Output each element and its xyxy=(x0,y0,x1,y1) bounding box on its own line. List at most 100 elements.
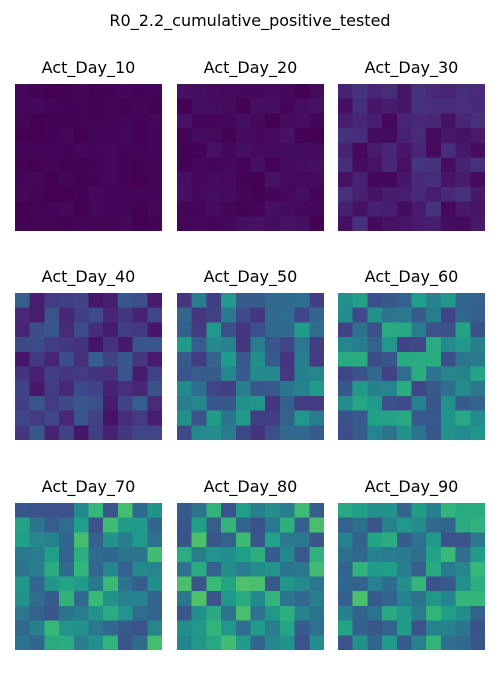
heatmap-cell xyxy=(411,635,427,650)
heatmap-cell xyxy=(147,216,162,231)
heatmap-cell xyxy=(470,293,485,309)
heatmap-cell xyxy=(88,157,104,173)
heatmap-cell xyxy=(44,216,60,231)
heatmap-cell xyxy=(191,84,207,100)
heatmap-cell xyxy=(309,635,324,650)
heatmap-cell xyxy=(235,517,251,533)
heatmap-cell xyxy=(29,395,45,412)
heatmap-cell xyxy=(59,532,75,548)
heatmap-cell xyxy=(132,293,148,309)
heatmap-cell xyxy=(411,307,427,323)
heatmap-cell xyxy=(411,128,427,144)
heatmap-cell xyxy=(411,547,427,563)
heatmap-cell xyxy=(382,547,398,563)
heatmap-cell xyxy=(221,425,237,440)
heatmap-cell xyxy=(15,293,31,309)
heatmap-cell xyxy=(455,561,471,577)
heatmap-cell xyxy=(103,307,119,323)
heatmap-cell xyxy=(440,425,457,440)
heatmap-cell xyxy=(470,620,485,636)
heatmap-cell xyxy=(352,128,368,144)
heatmap-cell xyxy=(470,517,485,533)
heatmap-cell xyxy=(73,576,89,592)
heatmap-cell xyxy=(235,576,251,592)
heatmap-cell xyxy=(352,337,368,353)
heatmap-cell xyxy=(88,425,104,440)
heatmap-cell xyxy=(367,351,383,367)
heatmap-cell xyxy=(309,113,324,129)
heatmap-cell xyxy=(250,157,266,173)
heatmap-cell xyxy=(250,591,266,607)
heatmap-cell xyxy=(250,186,266,203)
figure-title: R0_2.2_cumulative_positive_tested xyxy=(109,11,391,30)
heatmap-cell xyxy=(440,366,457,382)
heatmap-cell xyxy=(59,113,75,129)
heatmap-cell xyxy=(132,561,148,577)
heatmap-cell xyxy=(59,201,75,217)
heatmap-cell xyxy=(177,576,193,592)
heatmap-cell xyxy=(426,201,442,217)
heatmap-cell xyxy=(44,547,60,563)
heatmap-cell xyxy=(103,591,119,607)
heatmap-cell xyxy=(44,366,60,382)
heatmap-cell xyxy=(132,337,148,353)
heatmap-cell xyxy=(73,591,89,607)
heatmap-cell xyxy=(29,605,45,622)
heatmap-cell xyxy=(426,216,442,231)
heatmap-cell xyxy=(411,395,427,412)
heatmap-cell xyxy=(470,547,485,563)
heatmap-cell xyxy=(103,576,119,592)
heatmap-cell xyxy=(250,547,266,563)
heatmap-cell xyxy=(147,186,162,203)
heatmap-cell xyxy=(235,503,251,519)
heatmap-cell xyxy=(191,201,207,217)
heatmap-cell xyxy=(15,337,31,353)
heatmap-cell xyxy=(59,322,75,338)
heatmap-cell xyxy=(29,157,45,173)
heatmap-cell xyxy=(88,395,104,412)
heatmap-cell xyxy=(352,591,368,607)
heatmap-cell xyxy=(455,307,471,323)
heatmap-cell xyxy=(396,307,412,323)
heatmap-cell xyxy=(294,98,310,114)
heatmap-cell xyxy=(235,561,251,577)
heatmap-cell xyxy=(73,410,89,426)
heatmap-cell xyxy=(206,307,222,323)
heatmap-cell xyxy=(117,381,134,397)
heatmap-cell xyxy=(88,307,104,323)
heatmap-cell xyxy=(352,307,368,323)
heatmap-cell xyxy=(294,186,310,203)
heatmap-cell xyxy=(103,172,119,188)
heatmap-cell xyxy=(470,395,485,412)
heatmap-cell xyxy=(59,172,75,188)
heatmap-cell xyxy=(367,113,383,129)
heatmap-cell xyxy=(367,84,383,100)
heatmap-cell xyxy=(147,307,162,323)
heatmap-cell xyxy=(426,307,442,323)
heatmap-cell xyxy=(382,157,398,173)
heatmap-cell xyxy=(221,113,237,129)
heatmap-cell xyxy=(352,395,368,412)
heatmap-cell xyxy=(235,337,251,353)
heatmap-cell xyxy=(15,381,31,397)
heatmap-cell xyxy=(177,351,193,367)
heatmap-cell xyxy=(382,635,398,650)
heatmap-cell xyxy=(88,547,104,563)
heatmap-cell xyxy=(250,128,266,144)
heatmap-cell xyxy=(411,366,427,382)
heatmap-cell xyxy=(440,395,457,412)
heatmap-cell xyxy=(117,503,134,519)
heatmap-cell xyxy=(455,113,471,129)
heatmap-cell xyxy=(440,293,457,309)
heatmap-cell xyxy=(117,366,134,382)
heatmap-cell xyxy=(88,503,104,519)
heatmap-cell xyxy=(88,605,104,622)
heatmap-cell xyxy=(206,620,222,636)
heatmap-cell xyxy=(309,293,324,309)
heatmap-cell xyxy=(309,201,324,217)
heatmap-cell xyxy=(309,172,324,188)
heatmap-cell xyxy=(15,216,31,231)
heatmap-cell xyxy=(265,395,281,412)
heatmap-cell xyxy=(294,84,310,100)
heatmap-cell xyxy=(29,172,45,188)
